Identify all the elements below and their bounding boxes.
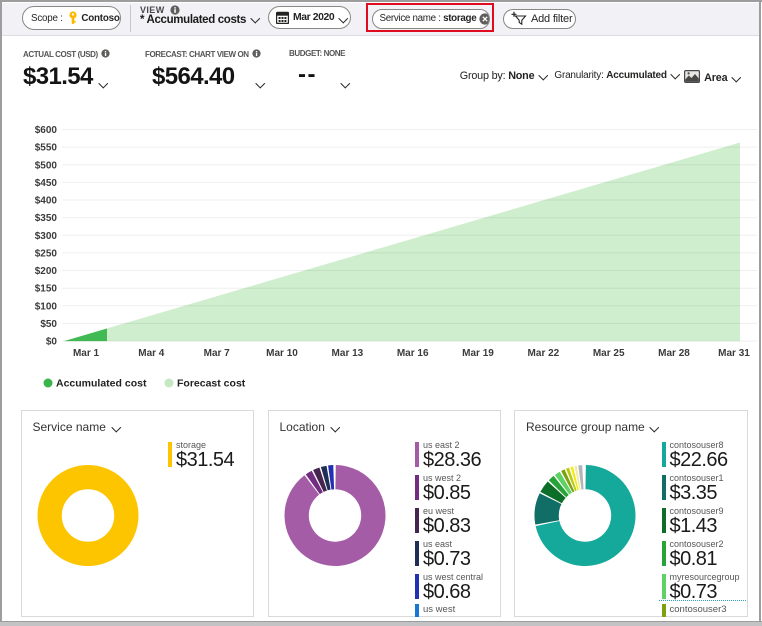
svg-text:$100: $100 <box>35 301 58 312</box>
svg-text:$250: $250 <box>35 248 58 259</box>
svg-text:Mar 28: Mar 28 <box>658 348 690 359</box>
svg-text:Mar 25: Mar 25 <box>593 348 625 359</box>
svg-text:$0: $0 <box>46 337 58 348</box>
svg-text:$50: $50 <box>40 319 57 330</box>
svg-text:Mar 1: Mar 1 <box>73 348 100 359</box>
svg-text:$450: $450 <box>35 178 58 189</box>
svg-text:Forecast cost: Forecast cost <box>177 378 246 390</box>
svg-text:$400: $400 <box>35 196 58 207</box>
svg-text:Accumulated cost: Accumulated cost <box>56 378 147 390</box>
svg-text:Mar 13: Mar 13 <box>332 348 364 359</box>
svg-text:Mar 22: Mar 22 <box>528 348 560 359</box>
svg-text:$150: $150 <box>35 284 58 295</box>
svg-text:$300: $300 <box>35 231 58 242</box>
svg-text:$600: $600 <box>35 125 58 136</box>
svg-text:Mar 19: Mar 19 <box>462 348 494 359</box>
svg-text:$350: $350 <box>35 213 58 224</box>
svg-text:Mar 7: Mar 7 <box>204 348 231 359</box>
svg-text:Mar 10: Mar 10 <box>266 348 298 359</box>
svg-text:$200: $200 <box>35 266 58 277</box>
svg-text:$550: $550 <box>35 143 58 154</box>
svg-text:$500: $500 <box>35 160 58 171</box>
svg-text:Mar 16: Mar 16 <box>397 348 429 359</box>
svg-text:Mar 4: Mar 4 <box>138 348 165 359</box>
svg-text:Mar 31: Mar 31 <box>718 348 750 359</box>
